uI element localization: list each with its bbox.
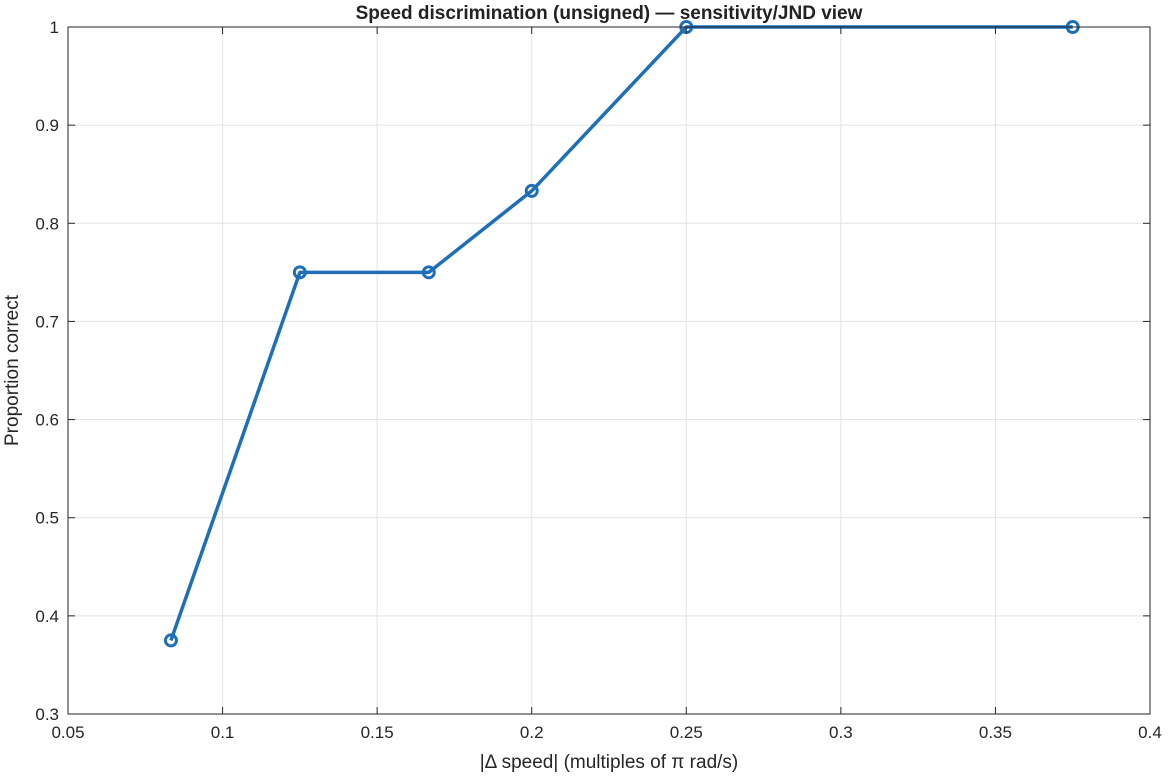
y-tick-label: 0.6	[35, 411, 59, 430]
x-tick-label: 0.35	[979, 723, 1012, 742]
x-tick-label: 0.3	[829, 723, 853, 742]
data-point-marker	[292, 265, 307, 280]
grid	[67, 26, 1151, 715]
y-tick-label: 0.4	[35, 607, 59, 626]
data-series	[163, 20, 1080, 648]
data-point-marker	[524, 183, 539, 198]
x-tick-label: 0.15	[361, 723, 394, 742]
x-axis-label: |Δ speed| (multiples of π rad/s)	[480, 752, 739, 773]
x-tick-label: 0.05	[51, 723, 84, 742]
y-tick-label: 0.5	[35, 509, 59, 528]
data-point-marker	[163, 633, 178, 648]
series-line	[169, 25, 1073, 641]
y-tick-label: 1	[50, 18, 59, 37]
y-tick-label: 0.9	[35, 116, 59, 135]
y-axis-label: Proportion correct	[2, 294, 23, 446]
y-tick-label: 0.3	[35, 705, 59, 724]
y-tick-label: 0.7	[35, 312, 59, 331]
x-tick-label: 0.25	[670, 723, 703, 742]
y-tick-label: 0.8	[35, 214, 59, 233]
x-tick-label: 0.2	[520, 723, 544, 742]
data-point-marker	[421, 265, 436, 280]
x-tick-label: 0.4	[1138, 723, 1162, 742]
chart-title: Speed discrimination (unsigned) — sensit…	[356, 3, 863, 24]
plot-area-frame	[67, 26, 1151, 715]
x-tick-label: 0.1	[211, 723, 235, 742]
axis-ticks: 0.05 0.1 0.15 0.2 0.25 0.3 0.35 0.4 0.3 0.4 0.5 0.6…	[35, 18, 1161, 742]
